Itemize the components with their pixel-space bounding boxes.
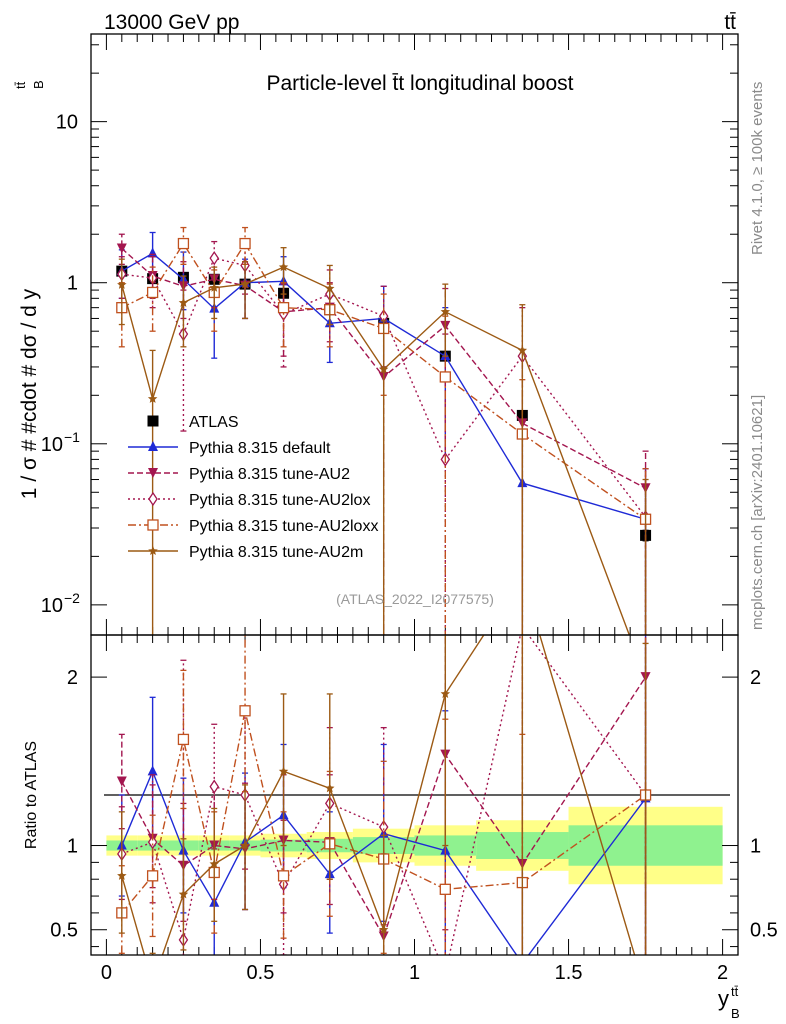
- ratio-marker: [209, 779, 220, 794]
- process-label: tt̄: [724, 11, 736, 34]
- ratio-marker: [378, 924, 389, 934]
- ratio-y-tick-label-right: 2: [750, 667, 761, 689]
- ratio-marker: [441, 968, 449, 980]
- ratio-marker: [440, 688, 451, 698]
- legend-marker: [148, 468, 158, 478]
- legend-label: ATLAS: [189, 414, 239, 431]
- ratio-marker: [116, 776, 127, 787]
- main-marker: [147, 393, 158, 403]
- legend-marker: [147, 415, 159, 427]
- main-ylabel-sub: B: [31, 80, 46, 89]
- main-marker: [278, 262, 289, 272]
- main-y-tick-exponent: −2: [64, 590, 80, 606]
- ratio-ylabel: Ratio to ATLAS: [23, 741, 40, 849]
- main-title: Particle-level t̄t longitudinal boost: [266, 72, 573, 95]
- main-ylabel-sup: tt̄: [13, 81, 28, 89]
- ratio-marker: [240, 840, 250, 850]
- analysis-label: (ATLAS_2022_I2077575): [336, 591, 494, 607]
- main-marker: [325, 283, 335, 293]
- x-axis-label-group: y tt̄ B: [718, 984, 740, 1021]
- legend-marker: [147, 519, 159, 531]
- x-tick-label: 2: [717, 962, 728, 984]
- legend-label: Pythia 8.315 tune-AU2: [189, 466, 350, 483]
- ratio-marker: [209, 859, 219, 869]
- main-series-line: [121, 242, 646, 520]
- main-marker: [178, 297, 189, 307]
- ratio-marker: [239, 705, 251, 717]
- main-y-tick-label: 1: [67, 273, 78, 295]
- main-marker: [378, 364, 389, 374]
- legend-marker: [148, 546, 158, 555]
- ratio-marker: [146, 870, 159, 882]
- x-tick-label: 0.5: [247, 962, 275, 984]
- main-ylabel-group: 1 / σ # #cdot # dσ / d y tt̄ B: [13, 80, 46, 499]
- main-marker: [209, 251, 220, 266]
- ratio-series-4: [117, 635, 651, 996]
- ratio-marker: [517, 957, 527, 967]
- ratio-y-tick-label: 2: [67, 667, 78, 689]
- main-marker: [209, 282, 219, 292]
- main-marker: [440, 306, 451, 316]
- legend-label: Pythia 8.315 tune-AU2lox: [189, 492, 370, 509]
- ratio-y-tick-label-right: 1: [750, 836, 761, 858]
- main-marker: [517, 345, 528, 355]
- main-marker: [240, 279, 250, 289]
- legend-marker: [148, 441, 158, 451]
- legend: ATLAS Pythia 8.315 default Pythia 8.315 tu…: [128, 414, 378, 561]
- legend-label: Pythia 8.315 default: [189, 440, 331, 457]
- x-tick-label: 1.5: [555, 962, 583, 984]
- mcplots-label: mcplots.cern.ch [arXiv:2401.10621]: [749, 395, 766, 630]
- ratio-y-tick-label: 1: [67, 836, 78, 858]
- ratio-marker: [277, 870, 290, 882]
- ratio-marker: [178, 889, 189, 899]
- x-tick-label: 1: [409, 962, 420, 984]
- ratio-marker: [325, 783, 335, 793]
- main-ylabel: 1 / σ # #cdot # dσ / d y: [18, 288, 41, 499]
- ratio-marker: [147, 834, 158, 850]
- x-axis-label-sub: B: [731, 1006, 740, 1021]
- legend-label: Pythia 8.315 tune-AU2loxx: [189, 518, 378, 535]
- ratio-marker: [177, 733, 190, 746]
- ratio-y-tick-label-right: 0.5: [750, 920, 778, 942]
- main-marker: [239, 237, 251, 250]
- ratio-marker: [148, 979, 158, 988]
- ratio-tick-group: 0.5 0.5 1 1 2 2 0 0.5 1 1.5 2: [50, 635, 778, 984]
- ratio-marker: [641, 987, 651, 996]
- ratio-series-line: [121, 676, 647, 939]
- main-marker: [277, 302, 290, 314]
- main-marker: [116, 243, 127, 254]
- energy-label: 13000 GeV pp: [104, 11, 239, 34]
- main-marker: [117, 279, 127, 289]
- legend-marker: [148, 491, 158, 507]
- legend-label: Pythia 8.315 tune-AU2m: [189, 544, 363, 561]
- ratio-marker: [439, 883, 451, 895]
- ratio-marker: [147, 765, 158, 776]
- ratio-marker: [117, 870, 127, 880]
- ratio-y-tick-label: 0.5: [50, 920, 78, 942]
- ratio-panel: 0.5 0.5 1 1 2 2 0 0.5 1 1.5 2 Ratio to ATLAS y tt̄…: [23, 634, 778, 1021]
- ratio-frame: [90, 634, 739, 956]
- main-marker: [177, 237, 190, 250]
- ratio-series-group: [116, 635, 652, 996]
- main-y-tick-label: 10: [41, 595, 63, 617]
- main-y-tick-label: 10: [56, 112, 78, 134]
- main-marker: [146, 286, 159, 299]
- x-axis-label: y: [718, 986, 729, 1011]
- ratio-marker: [378, 819, 389, 835]
- main-series-group: [116, 226, 652, 635]
- main-series-5: [117, 247, 649, 635]
- main-y-tick-label: 10: [41, 434, 63, 456]
- main-y-tick-exponent: −1: [64, 429, 80, 445]
- rivet-label: Rivet 4.1.0, ≥ 100k events: [749, 82, 766, 255]
- x-axis-label-sup: tt̄: [731, 984, 739, 999]
- x-tick-label: 0: [101, 962, 112, 984]
- main-marker: [439, 371, 451, 383]
- ratio-marker: [278, 766, 289, 776]
